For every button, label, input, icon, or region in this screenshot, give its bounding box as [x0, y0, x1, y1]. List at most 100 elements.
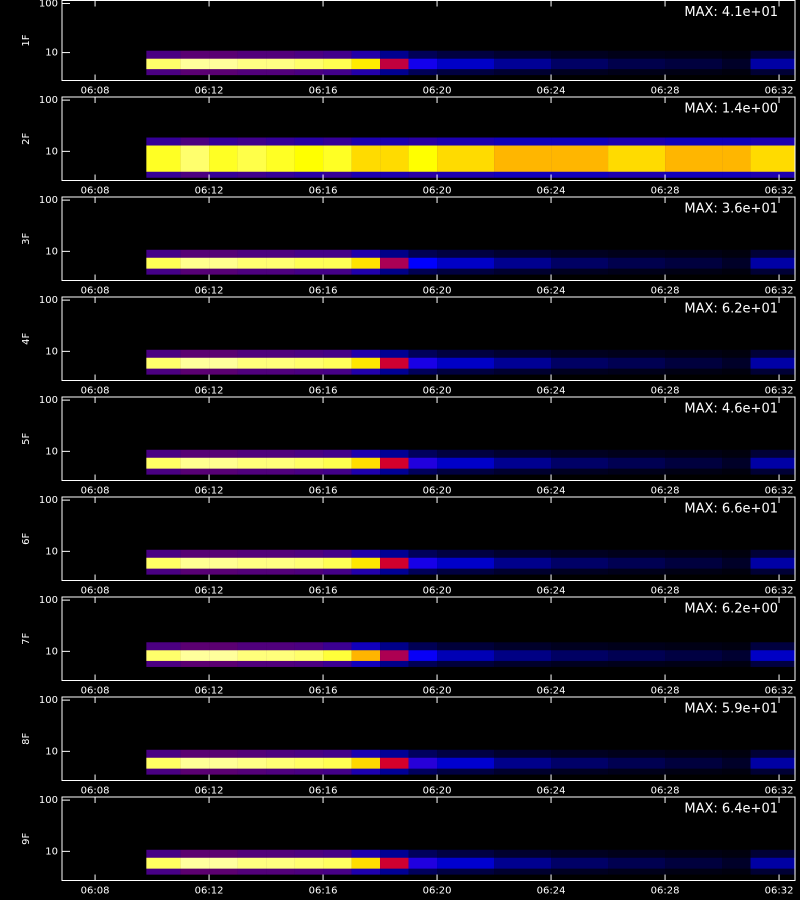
plot-frame	[61, 196, 796, 281]
max-label: MAX: 5.9e+01	[684, 702, 778, 717]
y-axis-label: 8F	[21, 732, 32, 744]
heat-cell	[750, 145, 795, 172]
x-tick-label: 06:32	[765, 586, 794, 597]
x-tick-label: 06:32	[765, 486, 794, 497]
heat-cell	[294, 145, 324, 172]
heatmap	[146, 349, 795, 375]
heat-cell	[266, 457, 295, 469]
heat-cell	[351, 257, 381, 269]
panel: 06:08 06:12 06:16 06:20 06:24 06:28 06:32 10 100…	[21, 695, 796, 797]
heat-cell	[380, 757, 409, 769]
y-axis-label: 6F	[21, 532, 32, 544]
x-tick-label: 06:20	[423, 586, 452, 597]
heat-cell	[494, 857, 552, 869]
heat-cell	[294, 757, 324, 769]
heat-cell	[266, 557, 295, 569]
y-axis-label: 5F	[21, 432, 32, 444]
x-tick-label: 06:24	[537, 786, 566, 797]
heat-cell	[146, 357, 181, 369]
heat-cell	[494, 757, 552, 769]
panel: 06:08 06:12 06:16 06:20 06:24 06:28 06:32 10 100…	[21, 95, 796, 197]
x-tick-label: 06:16	[309, 886, 338, 897]
heat-cell	[209, 650, 238, 661]
heat-cell	[380, 145, 409, 172]
heat-cell	[209, 145, 238, 172]
heat-cell	[750, 357, 795, 369]
heat-cell	[237, 757, 267, 769]
x-tick-label: 06:16	[309, 586, 338, 597]
x-tick-label: 06:28	[651, 486, 680, 497]
x-tick-label: 06:24	[537, 486, 566, 497]
y-tick-label: 100	[39, 595, 58, 606]
heat-cell	[237, 857, 267, 869]
x-tick-label: 06:32	[765, 286, 794, 297]
heat-cell	[437, 757, 495, 769]
y-tick-label: 10	[45, 146, 58, 157]
x-tick-label: 06:20	[423, 286, 452, 297]
heat-cell	[665, 58, 723, 70]
heat-cell	[180, 650, 210, 661]
plot-frame	[61, 396, 796, 481]
heat-cell	[180, 58, 210, 70]
x-tick-label: 06:24	[537, 686, 566, 697]
heat-cell	[608, 58, 666, 70]
heat-cell	[408, 557, 438, 569]
heat-cell	[494, 145, 552, 172]
heat-cell	[608, 757, 666, 769]
y-tick-label: 10	[45, 646, 58, 657]
y-axis-label: 9F	[21, 832, 32, 844]
heat-cell	[551, 457, 609, 469]
heat-cell	[608, 257, 666, 269]
max-label: MAX: 4.6e+01	[684, 402, 778, 417]
heat-cell	[665, 557, 723, 569]
heat-cell	[665, 145, 723, 172]
heatmap	[146, 749, 795, 775]
panel: 06:08 06:12 06:16 06:20 06:24 06:28 06:32 10 100…	[21, 595, 796, 697]
heat-cell	[608, 857, 666, 869]
x-tick-label: 06:16	[309, 186, 338, 197]
heat-cell	[294, 857, 324, 869]
heat-cell	[722, 857, 751, 869]
panel: 06:08 06:12 06:16 06:20 06:24 06:28 06:32 10 100…	[21, 195, 796, 297]
y-tick-label: 10	[45, 346, 58, 357]
max-label: MAX: 6.2e+00	[684, 602, 778, 617]
heat-cell	[209, 857, 238, 869]
heat-cell	[665, 857, 723, 869]
heat-cell	[380, 650, 409, 661]
x-tick-label: 06:08	[81, 686, 110, 697]
x-tick-label: 06:32	[765, 86, 794, 97]
heat-cell	[551, 650, 609, 661]
heatmap	[146, 449, 795, 475]
panel: 06:08 06:12 06:16 06:20 06:24 06:28 06:32 10 100…	[21, 295, 796, 397]
x-tick-label: 06:28	[651, 186, 680, 197]
y-tick-label: 100	[39, 495, 58, 506]
heat-cell	[380, 357, 409, 369]
x-tick-label: 06:08	[81, 586, 110, 597]
heat-cell	[750, 457, 795, 469]
max-label: MAX: 6.2e+01	[684, 302, 778, 317]
heat-cell	[209, 257, 238, 269]
heat-cell	[180, 857, 210, 869]
heat-cell	[380, 457, 409, 469]
heat-cell	[237, 58, 267, 70]
x-tick-label: 06:12	[195, 686, 224, 697]
heat-cell	[494, 650, 552, 661]
heat-cell	[351, 857, 381, 869]
heat-cell	[408, 457, 438, 469]
heat-cell	[494, 557, 552, 569]
heat-cell	[146, 857, 181, 869]
plot-frame	[61, 696, 796, 781]
heat-cell	[294, 557, 324, 569]
plot-frame	[61, 596, 796, 681]
heat-cell	[608, 457, 666, 469]
heat-cell	[408, 58, 438, 70]
heat-cell	[323, 557, 352, 569]
y-tick-label: 100	[39, 195, 58, 206]
heat-cell	[237, 557, 267, 569]
heat-cell	[665, 457, 723, 469]
heat-cell	[722, 650, 751, 661]
heat-cell	[437, 58, 495, 70]
heat-cell	[146, 650, 181, 661]
heat-cell	[551, 58, 609, 70]
heat-cell	[146, 58, 181, 70]
